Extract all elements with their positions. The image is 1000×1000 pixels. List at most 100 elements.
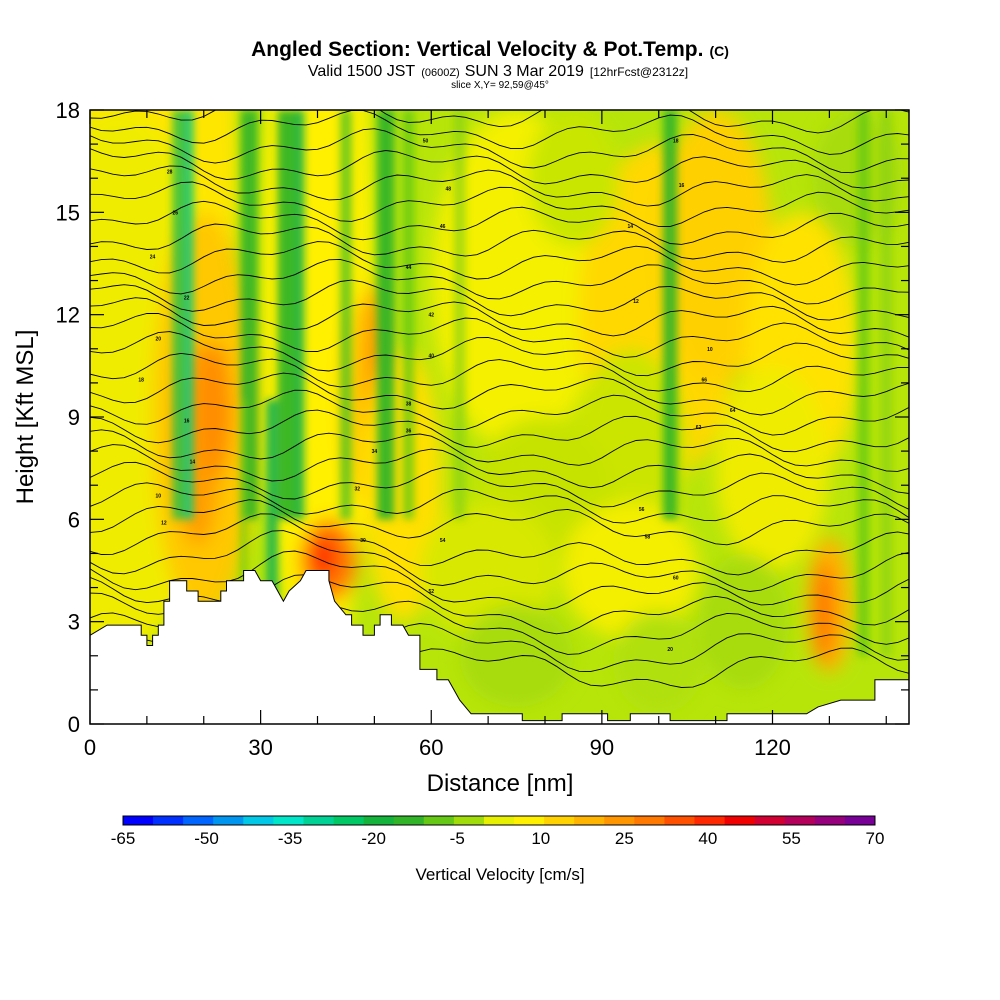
- isentrope-label: 42: [428, 313, 434, 319]
- colorbar-segment: [694, 816, 726, 825]
- isentrope-line: [90, 482, 909, 524]
- colorbar-segment: [243, 816, 274, 825]
- isentrope-line: [90, 389, 909, 436]
- isentrope-label: 60: [673, 575, 679, 581]
- colorbar-segment: [754, 816, 786, 825]
- isentrope-line: [90, 241, 909, 286]
- colorbar-segment: [784, 816, 816, 825]
- isentrope-label: 64: [730, 408, 736, 414]
- isentrope-label: 50: [423, 139, 429, 145]
- x-axis: 0 30 60 90 120: [84, 110, 887, 760]
- isentrope-label: 18: [673, 139, 679, 145]
- colorbar-title: Vertical Velocity [cm/s]: [415, 865, 584, 884]
- isentrope-line: [90, 331, 909, 377]
- terrain-mask: [90, 570, 909, 724]
- y-tick-label: 12: [56, 303, 80, 328]
- y-tick-label: 15: [56, 200, 80, 225]
- isentrope-label: 52: [428, 589, 434, 595]
- slice-label: slice X,Y= 92,59@45°: [451, 80, 549, 91]
- colorbar-label: -35: [278, 829, 303, 848]
- isentrope-line: [90, 352, 909, 393]
- isentrope-label: 32: [355, 487, 361, 493]
- colorbar-segment: [213, 816, 244, 825]
- isentrope-label: 20: [155, 337, 161, 343]
- colorbar-segment: [273, 816, 304, 825]
- colorbar: [122, 815, 876, 826]
- isentrope-label: 20: [667, 647, 673, 653]
- isentrope-label: 12: [161, 521, 167, 527]
- isentrope-line: [90, 429, 909, 472]
- colorbar-label: -20: [361, 829, 386, 848]
- colorbar-segment: [514, 816, 545, 825]
- isentrope-line: [90, 372, 909, 416]
- isentrope-line: [90, 444, 909, 494]
- x-tick-label: 90: [590, 735, 614, 760]
- isentrope-line: [90, 530, 909, 592]
- colorbar-segment: [333, 816, 365, 825]
- colorbar-segment: [664, 816, 696, 825]
- isentrope-line: [90, 148, 909, 189]
- colorbar-segment: [544, 816, 575, 825]
- colorbar-segment: [724, 816, 756, 825]
- isentrope-label: 66: [701, 377, 707, 383]
- y-axis-label: Height [Kft MSL]: [12, 330, 39, 505]
- isentrope-label: 44: [406, 265, 412, 271]
- isentrope-line: [90, 200, 909, 245]
- isentrope-line: [90, 461, 909, 510]
- colorbar-segment: [123, 816, 154, 825]
- chart-subtitle: Valid 1500 JST (0600Z) SUN 3 Mar 2019 [12hr…: [308, 63, 688, 80]
- isentrope-line: [90, 110, 909, 155]
- isentrope-line: [90, 279, 909, 321]
- isentrope-label: 46: [440, 224, 446, 230]
- colorbar-segment: [634, 816, 665, 825]
- isentrope-label: 48: [446, 186, 452, 192]
- isentrope-label: 34: [372, 449, 378, 455]
- colorbar-segment: [303, 816, 335, 825]
- x-tick-label: 60: [419, 735, 443, 760]
- isentrope-label: 40: [428, 354, 434, 360]
- x-tick-label: 30: [248, 735, 272, 760]
- colorbar-segment: [453, 816, 485, 825]
- isentrope-label: 62: [696, 425, 702, 431]
- isentrope-label: 16: [184, 418, 190, 424]
- colorbar-segment: [183, 816, 214, 825]
- y-tick-label: 18: [56, 98, 80, 123]
- isentrope-label: 58: [645, 534, 651, 540]
- colorbar-segment: [814, 816, 846, 825]
- colorbar-label: 10: [531, 829, 550, 848]
- colorbar-label: 25: [615, 829, 634, 848]
- isentrope-line: [90, 258, 909, 305]
- y-tick-label: 9: [68, 405, 80, 430]
- colorbar-segment: [363, 816, 395, 825]
- isentrope-label: 54: [440, 538, 446, 544]
- colorbar-segment: [574, 816, 605, 825]
- isentrope-label: 36: [406, 429, 412, 435]
- colorbar-segment: [604, 816, 635, 825]
- x-axis-label: Distance [nm]: [427, 770, 574, 797]
- isentrope-line: [90, 297, 909, 338]
- colorbar-labels: -65 -50 -35 -20 -5 10 25 40 55 70: [111, 829, 885, 848]
- chart-title: Angled Section: Vertical Velocity & Pot.…: [251, 38, 729, 61]
- y-axis: 0 36 9 12 15 18: [56, 98, 909, 737]
- colorbar-label: -50: [194, 829, 219, 848]
- colorbar-segment: [153, 816, 184, 825]
- colorbar-frame: [122, 815, 876, 826]
- isentrope-line: [90, 181, 909, 228]
- isentrope-label: 16: [679, 183, 685, 189]
- y-tick-label: 0: [68, 712, 80, 737]
- colorbar-segment: [844, 816, 876, 825]
- isentrope-label: 30: [360, 538, 366, 544]
- isentrope-label: 28: [167, 169, 173, 175]
- isentrope-label: 10: [155, 493, 161, 499]
- isentrope-label: 12: [633, 299, 639, 305]
- colorbar-label: 55: [782, 829, 801, 848]
- isentrope-line: [90, 128, 909, 174]
- velocity-streaks: [172, 110, 892, 656]
- isentrope-label: 10: [707, 347, 713, 353]
- x-tick-label: 120: [754, 735, 791, 760]
- isentrope-label: 22: [184, 296, 190, 302]
- colorbar-segment: [423, 816, 455, 825]
- x-tick-label: 0: [84, 735, 96, 760]
- isentrope-label: 56: [639, 507, 645, 513]
